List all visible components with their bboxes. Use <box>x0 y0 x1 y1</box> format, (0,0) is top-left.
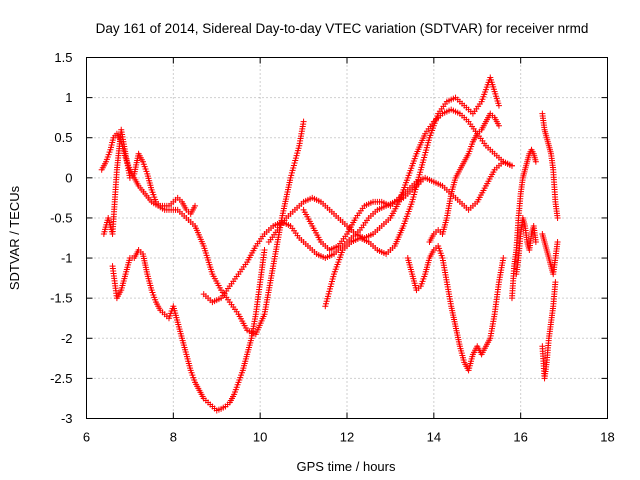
y-tick-label: 0 <box>65 170 72 185</box>
x-tick-label: 12 <box>340 430 354 445</box>
data-point <box>554 214 561 221</box>
series-arc-3 <box>109 247 268 414</box>
chart-title: Day 161 of 2014, Sidereal Day-to-day VTE… <box>96 21 589 36</box>
y-tick-label: -1 <box>61 251 73 266</box>
series-arc-2 <box>100 126 199 237</box>
grid <box>86 57 608 419</box>
series-arc-10 <box>508 146 539 302</box>
data-point <box>495 122 502 129</box>
data-point <box>495 102 502 109</box>
y-tick-label: 0.5 <box>54 130 72 145</box>
y-tick-label: 1 <box>65 90 72 105</box>
series-arc-9 <box>426 110 502 246</box>
data-point <box>508 162 515 169</box>
x-tick-label: 6 <box>83 430 90 445</box>
x-tick-label: 8 <box>170 430 177 445</box>
series-arc-6 <box>300 158 515 254</box>
x-tick-label: 18 <box>600 430 614 445</box>
y-tick-label: -2 <box>61 331 73 346</box>
axis-ticks: 6 8 10 12 14 16 18 1.5 1 0.5 0 -0.5 -1 -1.5 -2 -2.5 -3 <box>50 50 615 445</box>
series-arc-11 <box>513 214 539 278</box>
x-axis-label: GPS time / hours <box>297 459 396 474</box>
series-arc-12 <box>539 110 561 221</box>
y-tick-label: -0.5 <box>50 210 72 225</box>
data-point <box>532 158 539 165</box>
data-marks <box>98 74 561 414</box>
series-arc-7 <box>322 74 502 310</box>
data-point <box>532 239 539 246</box>
x-tick-label: 10 <box>253 430 267 445</box>
series-arc-14 <box>539 279 559 382</box>
series-arc-1 <box>98 118 307 338</box>
y-tick-label: -3 <box>61 411 73 426</box>
data-point <box>554 239 561 246</box>
data-point <box>192 202 199 209</box>
data-point <box>300 118 307 125</box>
x-tick-label: 14 <box>427 430 441 445</box>
data-point <box>552 279 559 286</box>
x-tick-label: 16 <box>513 430 527 445</box>
y-axis-label: SDTVAR / TECUs <box>7 185 22 290</box>
y-tick-label: -1.5 <box>50 291 72 306</box>
y-tick-label: 1.5 <box>54 50 72 65</box>
series-arc-13 <box>539 230 561 278</box>
data-point <box>500 255 507 262</box>
data-point <box>261 247 268 254</box>
y-tick-label: -2.5 <box>50 371 72 386</box>
series-arc-8 <box>404 243 507 374</box>
